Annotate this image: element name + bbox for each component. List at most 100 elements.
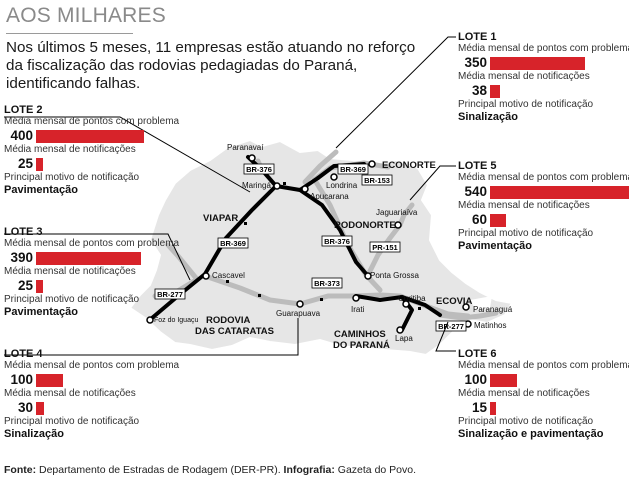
lote-3-pontos-bar	[36, 251, 142, 265]
lote-5-pontos-label: Média mensal de pontos com problema	[458, 172, 629, 183]
lote-4-notif-label: Média mensal de notificações	[4, 388, 136, 399]
lote-3-panel: LOTE 3 Média mensal de pontos com proble…	[4, 226, 179, 318]
conc-caminhos-1: CAMINHOS	[334, 329, 386, 340]
svg-text:BR-277: BR-277	[438, 322, 464, 331]
lote-3-title: LOTE 3	[4, 226, 43, 238]
lote-4-pontos-bar	[36, 373, 63, 387]
lote-1-notif-value: 38	[471, 83, 487, 98]
svg-text:BR-369: BR-369	[340, 165, 366, 174]
lote-5-notif-value: 60	[471, 212, 487, 227]
lote-6-pontos-label: Média mensal de pontos com problema	[458, 360, 629, 371]
lote-3-notif-bar	[36, 279, 43, 293]
city-londrina: Londrina	[326, 181, 358, 190]
footer-info: Gazeta do Povo.	[337, 464, 417, 476]
lote-3-pontos-value: 390	[10, 250, 33, 265]
city-dot-paranagua	[462, 303, 470, 311]
title-divider	[6, 33, 133, 34]
city-foz: Foz do Iguaçu	[154, 317, 198, 324]
conc-viapar: VIAPAR	[203, 213, 238, 224]
city-dot-paranavai	[248, 154, 256, 162]
road-label-br373: BR-373	[311, 277, 343, 289]
lote-6-title: LOTE 6	[458, 348, 497, 360]
city-dot-cascavel	[202, 272, 210, 280]
lote-3-notif-label: Média mensal de notificações	[4, 266, 136, 277]
leader-lote1	[335, 36, 456, 149]
lote-3-motivo-value: Pavimentação	[4, 306, 78, 318]
lote-6-notif-value: 15	[471, 400, 487, 415]
city-dot-jaguariaiva	[394, 221, 402, 229]
svg-text:BR-376: BR-376	[246, 165, 272, 174]
lote-2-motivo-label: Principal motivo de notificação	[4, 172, 140, 183]
city-dot-londrina	[330, 173, 338, 181]
svg-text:BR-369: BR-369	[220, 239, 246, 248]
road-label-pr151: PR-151	[369, 241, 401, 253]
road-label-br376b: BR-376	[321, 235, 353, 247]
lote-4-title: LOTE 4	[4, 348, 43, 360]
road-label-br277b: BR-277	[435, 320, 467, 332]
lote-4-notif-value: 30	[17, 400, 33, 415]
lote-1-notif-label: Média mensal de notificações	[458, 71, 590, 82]
city-lapa: Lapa	[395, 334, 413, 343]
svg-text:BR-153: BR-153	[364, 176, 390, 185]
lote-3-notif-value: 25	[17, 278, 33, 293]
city-dot-curitiba	[402, 300, 410, 308]
lote-2-notif-value: 25	[17, 156, 33, 171]
lote-1-title: LOTE 1	[458, 31, 497, 43]
lote-5-title: LOTE 5	[458, 160, 497, 172]
conc-cataratas-1: RODOVIA	[206, 315, 250, 326]
city-paranavai: Paranavaí	[227, 143, 264, 152]
lote-2-notif-label: Média mensal de notificações	[4, 144, 136, 155]
lote-2-panel: LOTE 2 Média mensal de pontos com proble…	[4, 104, 179, 196]
lote-4-pontos-value: 100	[10, 372, 33, 387]
leader-lote4	[4, 318, 299, 356]
conc-ecovia: ECOVIA	[436, 296, 473, 307]
city-dot-foz	[146, 316, 154, 324]
city-ponta-grossa: Ponta Grossa	[370, 271, 419, 280]
lote-1-motivo-value: Sinalização	[458, 111, 518, 123]
city-matinhos: Matinhos	[474, 321, 506, 330]
page-title: AOS MILHARES	[6, 4, 166, 27]
lote-4-pontos-label: Média mensal de pontos com problema	[4, 360, 180, 371]
lote-1-pontos-label: Média mensal de pontos com problema	[458, 43, 629, 54]
footer-fonte: Departamento de Estradas de Rodagem (DER…	[39, 464, 281, 476]
svg-text:PR-151: PR-151	[372, 243, 397, 252]
conc-rodonorte: RODONORTE	[334, 220, 396, 231]
lote-6-notif-bar	[490, 401, 496, 415]
leader-lote2	[4, 116, 251, 193]
leader-lote6	[435, 321, 456, 352]
lote-3-pontos-label: Média mensal de pontos com problema	[4, 238, 180, 249]
lote-6-notif-label: Média mensal de notificações	[458, 388, 590, 399]
lote-4-panel: LOTE 4 Média mensal de pontos com proble…	[4, 348, 179, 440]
city-jaguariaiva: Jaguariaíva	[376, 208, 418, 217]
svg-text:BR-376: BR-376	[324, 237, 350, 246]
lote-2-pontos-value: 400	[10, 128, 33, 143]
city-maringa: Maringá	[242, 181, 271, 190]
city-dot-apucarana	[301, 185, 309, 193]
lote-5-notif-bar	[490, 213, 507, 227]
lote-5-motivo-label: Principal motivo de notificação	[458, 228, 594, 239]
lote-4-notif-bar	[36, 401, 45, 415]
lote-2-pontos-label: Média mensal de pontos com problema	[4, 116, 180, 127]
footer-fonte-label: Fonte:	[4, 464, 37, 476]
city-cascavel: Cascavel	[212, 271, 245, 280]
city-dot-maringa	[273, 182, 281, 190]
conc-econorte: ECONORTE	[382, 160, 436, 171]
conc-caminhos-2: DO PARANÁ	[333, 340, 390, 351]
lote-4-motivo-value: Sinalização	[4, 428, 64, 440]
lote-6-pontos-bar	[490, 373, 517, 387]
lote-2-motivo-value: Pavimentação	[4, 184, 78, 196]
leader-lote5	[409, 165, 456, 201]
lote-2-notif-bar	[36, 157, 43, 171]
road-label-br369b: BR-369	[217, 237, 249, 249]
lote-1-notif-bar	[490, 84, 501, 98]
lote-5-panel: LOTE 5 Média mensal de pontos com proble…	[458, 160, 629, 252]
lote-3-motivo-label: Principal motivo de notificação	[4, 294, 140, 305]
lote-5-pontos-bar	[490, 185, 629, 199]
lote-5-notif-label: Média mensal de notificações	[458, 200, 590, 211]
road-label-br369a: BR-369	[337, 163, 369, 175]
city-guarapuava: Guarapuava	[276, 309, 321, 318]
footer-info-label: Infografia:	[283, 464, 335, 476]
road-label-br376a: BR-376	[243, 163, 275, 175]
city-curitiba: Curitiba	[398, 294, 426, 303]
